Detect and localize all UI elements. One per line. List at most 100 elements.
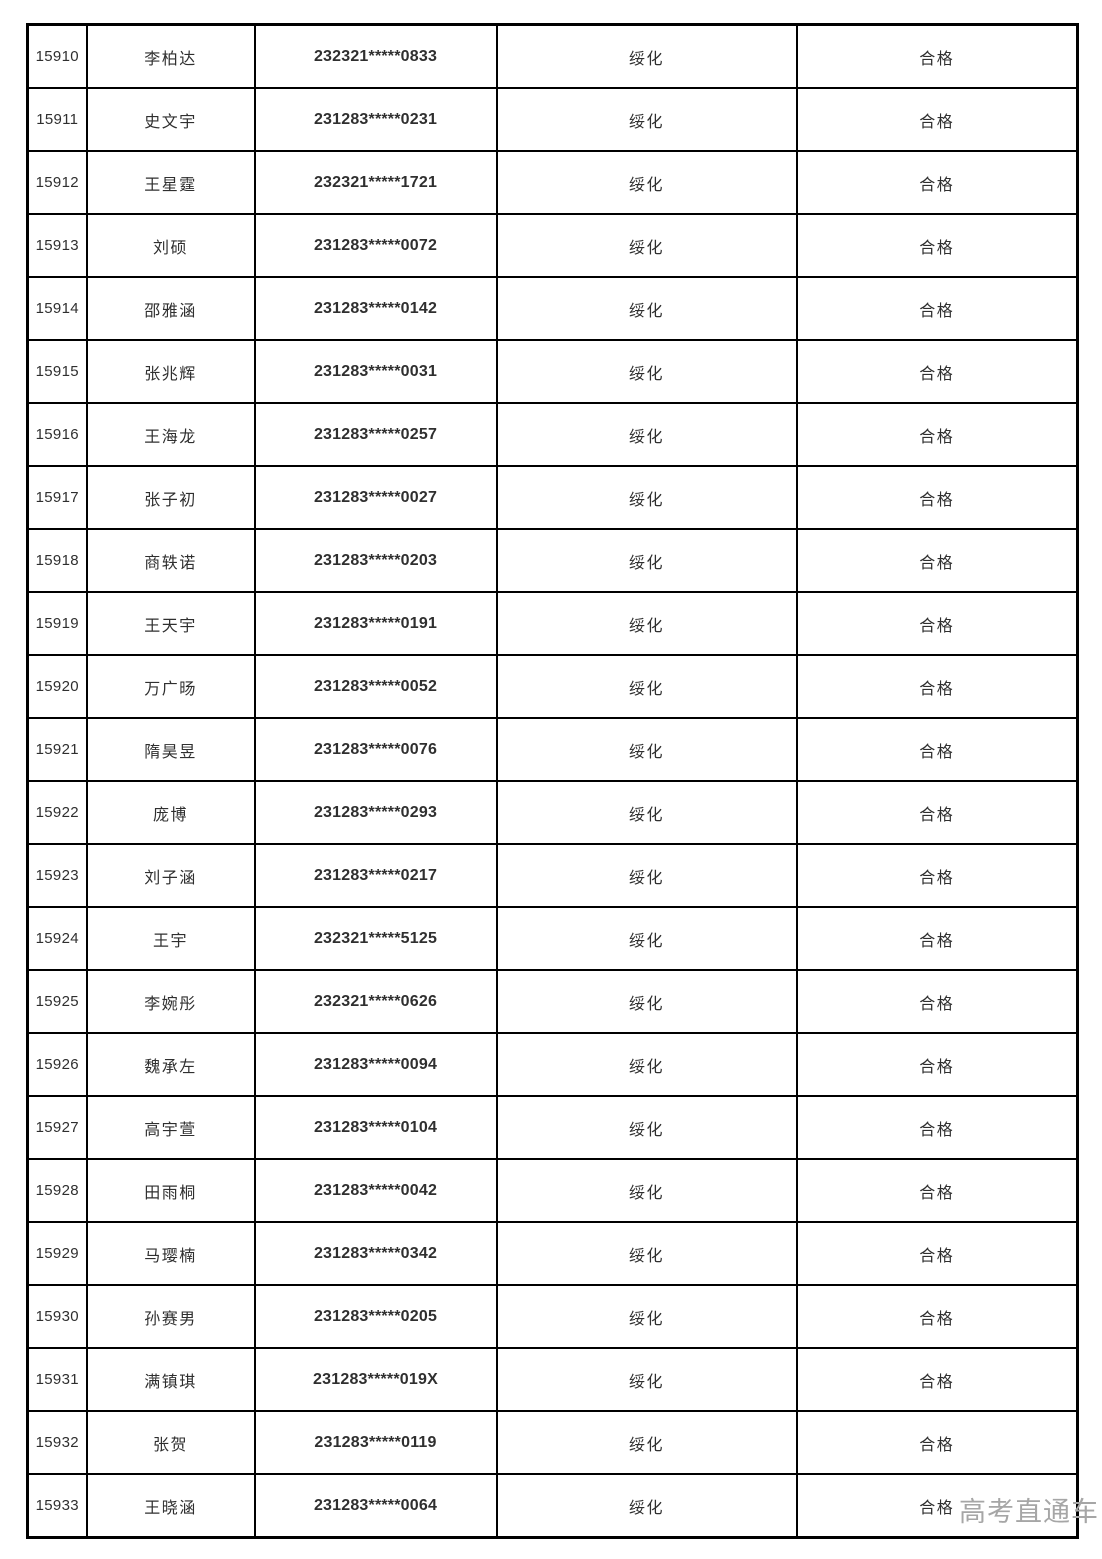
result-cell: 合格 [795,23,1079,89]
name-cell: 满镇琪 [85,1347,256,1412]
name-cell: 王晓涵 [85,1473,256,1539]
name-cell: 王海龙 [85,402,256,467]
city-cell: 绥化 [495,654,798,719]
name-cell: 刘子涵 [85,843,256,908]
city-cell: 绥化 [495,1410,798,1475]
serial-cell: 15916 [26,402,88,467]
table-row: 15925 李婉彤 232321*****0626 绥化 合格 [26,969,1079,1034]
table-row: 15911 史文宇 231283*****0231 绥化 合格 [26,87,1079,152]
id-number-cell: 232321*****0833 [253,23,498,89]
table-row: 15927 高宇萱 231283*****0104 绥化 合格 [26,1095,1079,1160]
id-number-cell: 231283*****0076 [253,717,498,782]
id-number-cell: 231283*****0191 [253,591,498,656]
id-number-cell: 231283*****0293 [253,780,498,845]
name-cell: 刘硕 [85,213,256,278]
id-number-cell: 231283*****0104 [253,1095,498,1160]
serial-cell: 15917 [26,465,88,530]
result-cell: 合格 [795,1473,1079,1539]
table-row: 15920 万广旸 231283*****0052 绥化 合格 [26,654,1079,719]
results-table: 15910 李柏达 232321*****0833 绥化 合格 15911 史文… [26,23,1079,1539]
result-cell: 合格 [795,1221,1079,1286]
table-row: 15914 邵雅涵 231283*****0142 绥化 合格 [26,276,1079,341]
city-cell: 绥化 [495,780,798,845]
table-row: 15930 孙赛男 231283*****0205 绥化 合格 [26,1284,1079,1349]
name-cell: 史文宇 [85,87,256,152]
serial-cell: 15921 [26,717,88,782]
id-number-cell: 231283*****0257 [253,402,498,467]
id-number-cell: 231283*****0231 [253,87,498,152]
name-cell: 万广旸 [85,654,256,719]
serial-cell: 15930 [26,1284,88,1349]
city-cell: 绥化 [495,843,798,908]
result-cell: 合格 [795,465,1079,530]
city-cell: 绥化 [495,717,798,782]
name-cell: 田雨桐 [85,1158,256,1223]
table-row: 15926 魏承左 231283*****0094 绥化 合格 [26,1032,1079,1097]
name-cell: 商轶诺 [85,528,256,593]
result-cell: 合格 [795,717,1079,782]
serial-cell: 15911 [26,87,88,152]
name-cell: 李柏达 [85,23,256,89]
table-row: 15915 张兆辉 231283*****0031 绥化 合格 [26,339,1079,404]
city-cell: 绥化 [495,1221,798,1286]
id-number-cell: 231283*****0119 [253,1410,498,1475]
city-cell: 绥化 [495,1284,798,1349]
serial-cell: 15919 [26,591,88,656]
table-row: 15917 张子初 231283*****0027 绥化 合格 [26,465,1079,530]
id-number-cell: 231283*****0217 [253,843,498,908]
serial-cell: 15925 [26,969,88,1034]
serial-cell: 15913 [26,213,88,278]
result-cell: 合格 [795,780,1079,845]
result-cell: 合格 [795,339,1079,404]
serial-cell: 15910 [26,23,88,89]
name-cell: 李婉彤 [85,969,256,1034]
table-row: 15912 王星霆 232321*****1721 绥化 合格 [26,150,1079,215]
id-number-cell: 232321*****1721 [253,150,498,215]
result-cell: 合格 [795,969,1079,1034]
name-cell: 张子初 [85,465,256,530]
name-cell: 庞博 [85,780,256,845]
serial-cell: 15927 [26,1095,88,1160]
name-cell: 马璎楠 [85,1221,256,1286]
id-number-cell: 231283*****0205 [253,1284,498,1349]
city-cell: 绥化 [495,465,798,530]
result-cell: 合格 [795,213,1079,278]
serial-cell: 15918 [26,528,88,593]
result-cell: 合格 [795,591,1079,656]
result-cell: 合格 [795,1095,1079,1160]
id-number-cell: 232321*****5125 [253,906,498,971]
serial-cell: 15920 [26,654,88,719]
serial-cell: 15932 [26,1410,88,1475]
name-cell: 张贺 [85,1410,256,1475]
table-row: 15918 商轶诺 231283*****0203 绥化 合格 [26,528,1079,593]
result-cell: 合格 [795,1284,1079,1349]
serial-cell: 15931 [26,1347,88,1412]
city-cell: 绥化 [495,591,798,656]
table-row: 15928 田雨桐 231283*****0042 绥化 合格 [26,1158,1079,1223]
city-cell: 绥化 [495,87,798,152]
result-cell: 合格 [795,87,1079,152]
result-cell: 合格 [795,1158,1079,1223]
result-cell: 合格 [795,1347,1079,1412]
serial-cell: 15912 [26,150,88,215]
id-number-cell: 232321*****0626 [253,969,498,1034]
id-number-cell: 231283*****0203 [253,528,498,593]
name-cell: 邵雅涵 [85,276,256,341]
serial-cell: 15914 [26,276,88,341]
city-cell: 绥化 [495,276,798,341]
city-cell: 绥化 [495,906,798,971]
table-row: 15913 刘硕 231283*****0072 绥化 合格 [26,213,1079,278]
serial-cell: 15933 [26,1473,88,1539]
city-cell: 绥化 [495,1158,798,1223]
result-cell: 合格 [795,654,1079,719]
table-row: 15910 李柏达 232321*****0833 绥化 合格 [26,23,1079,89]
city-cell: 绥化 [495,23,798,89]
id-number-cell: 231283*****0027 [253,465,498,530]
serial-cell: 15923 [26,843,88,908]
serial-cell: 15924 [26,906,88,971]
results-table-body: 15910 李柏达 232321*****0833 绥化 合格 15911 史文… [26,23,1079,1539]
id-number-cell: 231283*****0072 [253,213,498,278]
result-cell: 合格 [795,276,1079,341]
id-number-cell: 231283*****0031 [253,339,498,404]
id-number-cell: 231283*****0142 [253,276,498,341]
